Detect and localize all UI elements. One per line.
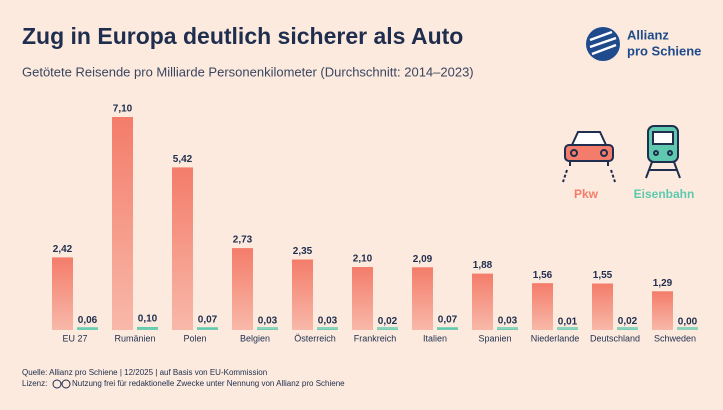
bar (412, 267, 433, 330)
value-label: 0,03 (498, 316, 518, 327)
value-label: 0,06 (78, 315, 98, 326)
x-tick-label: Niederlande (531, 333, 580, 343)
x-tick-label: Rumänien (114, 333, 155, 343)
bar-floor (617, 327, 638, 330)
bar-floor (377, 327, 398, 330)
value-label: 2,35 (293, 246, 313, 257)
value-label: 0,07 (198, 315, 218, 326)
value-label: 2,09 (413, 254, 433, 265)
source: Quelle: Allianz pro Schiene | 12/2025 | … (22, 368, 267, 377)
by-icon (61, 379, 71, 389)
bar (652, 291, 673, 330)
x-tick-label: Polen (183, 333, 206, 343)
bar (472, 273, 493, 330)
logo-mark (586, 27, 620, 61)
bar-floor (197, 327, 218, 330)
value-label: 2,73 (233, 235, 253, 246)
bar-floor (557, 327, 578, 330)
value-label: 2,10 (353, 254, 373, 265)
value-label: 1,56 (533, 270, 553, 281)
logo-text: pro Schiene (627, 43, 701, 58)
bar (532, 283, 553, 330)
value-label: 0,02 (378, 316, 398, 327)
legend-label: Pkw (574, 187, 599, 201)
x-tick-label: Belgien (240, 333, 270, 343)
x-tick-label: Italien (423, 333, 447, 343)
license: Nutzung frei für redaktionelle Zwecke un… (72, 379, 345, 388)
value-label: 1,55 (593, 270, 613, 281)
value-label: 7,10 (113, 104, 133, 115)
value-label: 1,88 (473, 260, 493, 271)
car-icon (562, 131, 616, 183)
value-label: 0,03 (318, 316, 338, 327)
value-label: 0,01 (558, 316, 578, 327)
license-label: Lizenz: (22, 379, 47, 388)
logo-stripes (589, 30, 617, 56)
x-tick-label: Deutschland (590, 333, 640, 343)
bar (592, 283, 613, 330)
plot: EU 27 2,42 0,06 Rumänien 7,10 0,10 Polen 5,42 0,… (52, 104, 698, 343)
logo: Allianz pro Schiene (586, 27, 701, 61)
x-tick-label: EU 27 (62, 333, 87, 343)
value-label: 0,07 (438, 315, 458, 326)
bar-floor (257, 327, 278, 330)
value-label: 0,02 (618, 316, 638, 327)
bar-floor (497, 327, 518, 330)
value-label: 0,10 (138, 314, 158, 325)
chart-subtitle: Getötete Reisende pro Milliarde Personen… (22, 64, 474, 79)
bar-floor (437, 327, 458, 330)
train-icon (645, 125, 681, 179)
x-tick-label: Spanien (478, 333, 511, 343)
value-label: 1,29 (653, 278, 673, 289)
bar (172, 167, 193, 330)
bar-floor (677, 327, 698, 330)
bar-floor (77, 327, 98, 330)
bar (52, 257, 73, 330)
logo-text: Allianz (627, 27, 669, 42)
cc-icon (52, 379, 62, 389)
value-label: 5,42 (173, 154, 193, 165)
legend: Pkw Eisenbahn (574, 187, 694, 201)
x-tick-label: Frankreich (354, 333, 397, 343)
value-label: 0,03 (258, 316, 278, 327)
chart-title: Zug in Europa deutlich sicherer als Auto (22, 23, 463, 49)
value-label: 2,42 (53, 244, 73, 255)
value-label: 0,00 (678, 317, 698, 328)
bar-floor (317, 327, 338, 330)
bar (232, 248, 253, 330)
legend-label: Eisenbahn (634, 187, 695, 201)
x-tick-label: Schweden (654, 333, 696, 343)
x-tick-label: Österreich (294, 333, 336, 343)
bar (112, 117, 133, 330)
bar-floor (137, 327, 158, 330)
bar (292, 259, 313, 330)
bar (352, 267, 373, 330)
